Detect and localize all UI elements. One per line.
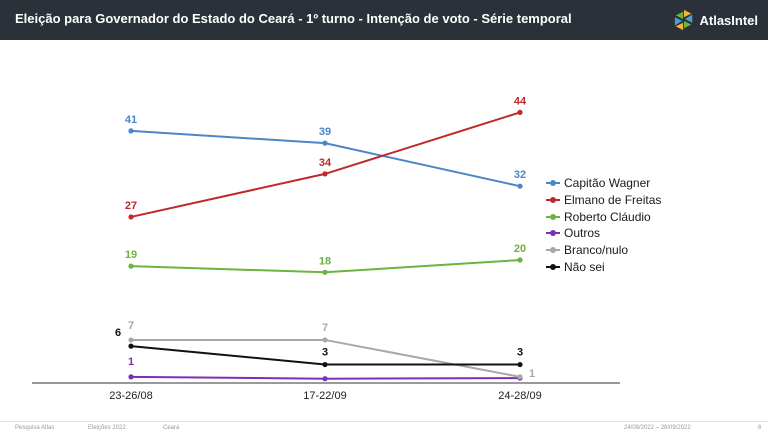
chart-legend: Capitão Wagner Elmano de Freitas Roberto C…	[546, 175, 661, 275]
data-label: 1	[529, 368, 535, 380]
legend-marker	[550, 180, 556, 187]
legend-label: Roberto Cláudio	[564, 209, 651, 224]
data-label: 3	[517, 347, 523, 359]
data-point	[322, 361, 328, 368]
legend-label: Não sei	[564, 259, 605, 274]
legend-item: Roberto Cláudio	[546, 208, 661, 225]
data-point	[128, 337, 134, 343]
data-point	[322, 140, 328, 146]
data-point	[517, 183, 523, 189]
footer: Pesquisa Atlas Eleições 2022 Ceará 24/09…	[0, 421, 768, 435]
data-label: 32	[514, 169, 526, 181]
x-tick-label: 24-28/09	[498, 390, 541, 402]
data-label: 44	[514, 95, 527, 107]
footer-divider	[0, 421, 768, 422]
data-point	[128, 128, 134, 134]
data-point	[322, 171, 328, 177]
page-title: Eleição para Governador do Estado do Cea…	[15, 11, 572, 26]
data-point	[517, 361, 523, 368]
legend-item: Elmano de Freitas	[546, 192, 661, 209]
header-bar: Eleição para Governador do Estado do Cea…	[0, 0, 768, 40]
legend-swatch	[546, 197, 560, 204]
legend-swatch	[546, 213, 560, 220]
data-point	[517, 109, 523, 115]
legend-marker	[550, 230, 556, 237]
x-tick-label: 17-22/09	[303, 390, 346, 402]
data-label: 41	[125, 114, 137, 126]
atlasintel-logo-icon	[675, 9, 693, 31]
legend-swatch	[546, 180, 560, 187]
footer-source: Pesquisa Atlas	[15, 425, 55, 431]
footer-category: Eleições 2022	[88, 425, 126, 431]
legend-marker	[550, 263, 556, 270]
legend-swatch	[546, 263, 560, 270]
data-label: 3	[322, 347, 328, 359]
data-label: 7	[322, 322, 328, 334]
legend-item: Outros	[546, 225, 661, 242]
data-label: 39	[319, 126, 331, 138]
data-label: 27	[125, 200, 137, 212]
data-point	[128, 343, 134, 349]
data-label: 7	[128, 320, 134, 332]
data-label: 34	[319, 157, 332, 169]
legend-label: Outros	[564, 226, 601, 241]
data-point	[128, 263, 134, 269]
legend-label: Branco/nulo	[564, 243, 629, 258]
data-point	[322, 269, 328, 275]
brand-name: AtlasIntel	[699, 12, 758, 28]
line-chart: 23-26/08 17-22/09 24-28/09 41 39 32 27 34 44 19 18…	[32, 95, 620, 402]
data-point	[517, 374, 523, 380]
data-label: 6	[115, 327, 121, 339]
legend-label: Elmano de Freitas	[564, 193, 662, 208]
data-point	[128, 374, 134, 380]
legend-label: Capitão Wagner	[564, 176, 651, 191]
legend-swatch	[546, 247, 560, 254]
data-label: 20	[514, 243, 526, 255]
legend-item: Branco/nulo	[546, 242, 661, 259]
footer-dates: 24/09/2022 – 28/09/2022	[624, 425, 691, 431]
legend-item: Capitão Wagner	[546, 175, 661, 192]
data-point	[517, 257, 523, 263]
legend-marker	[550, 213, 556, 220]
legend-swatch	[546, 230, 560, 237]
data-point	[128, 214, 134, 220]
data-label: 18	[319, 255, 331, 267]
legend-marker	[550, 247, 556, 254]
legend-marker	[550, 197, 556, 204]
data-label: 1	[128, 356, 134, 368]
footer-page-number: 6	[758, 425, 762, 431]
data-point	[322, 337, 328, 343]
x-tick-label: 23-26/08	[109, 390, 152, 402]
legend-item: Não sei	[546, 258, 661, 275]
brand: AtlasIntel	[673, 8, 758, 32]
data-point	[322, 376, 328, 382]
data-label: 19	[125, 249, 137, 261]
footer-state: Ceará	[163, 425, 180, 431]
